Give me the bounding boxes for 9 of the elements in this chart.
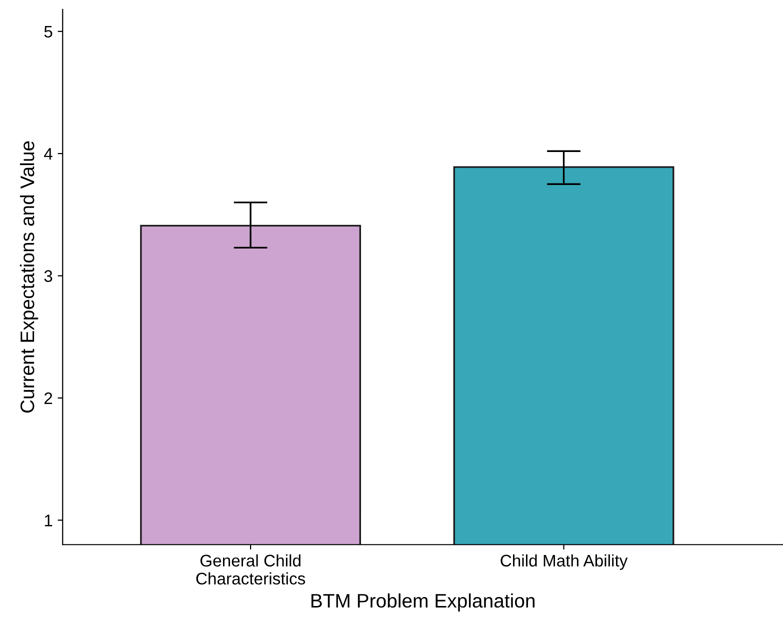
y-tick-label: 1 xyxy=(44,514,52,526)
y-tick-label: 5 xyxy=(44,26,52,38)
y-tick-label: 4 xyxy=(44,148,52,160)
x-axis-title: BTM Problem Explanation xyxy=(311,593,534,612)
y-axis-title: Current Expectations and Value xyxy=(20,141,38,413)
x-tick-label: Child Math Ability xyxy=(500,554,628,570)
y-tick-label: 3 xyxy=(44,270,52,282)
y-tick-label: 2 xyxy=(44,392,52,404)
x-tick-label: General Child Characteristics xyxy=(196,554,306,585)
